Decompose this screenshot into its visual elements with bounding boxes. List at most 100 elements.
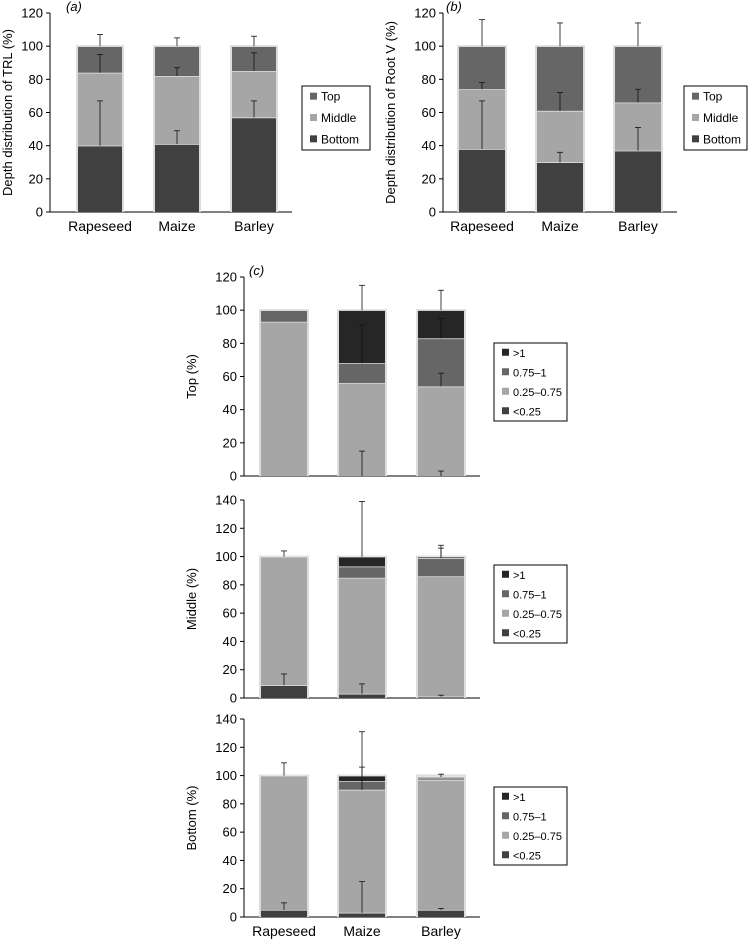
legend: >1 0.75–1 0.25–0.75 <0.25 xyxy=(493,786,568,866)
y-tick-label: 100 xyxy=(414,39,436,54)
bar-segment xyxy=(339,693,385,698)
bar-segment xyxy=(261,685,307,698)
legend-label: 0.25–0.75 xyxy=(513,387,562,399)
y-tick-label: 60 xyxy=(223,369,237,384)
y-axis-label: Depth distribution of Root V (%) xyxy=(383,21,398,204)
y-tick-label: 20 xyxy=(223,881,237,896)
y-axis-label: Depth distribution of TRL (%) xyxy=(0,29,15,196)
bar-segment xyxy=(418,386,464,476)
bar-segment xyxy=(418,576,464,697)
legend-label: 0.75–1 xyxy=(513,589,547,601)
bar-segment xyxy=(155,144,199,212)
legend-swatch xyxy=(502,831,509,839)
y-axis-label: Bottom (%) xyxy=(184,785,199,850)
y-tick-label: 0 xyxy=(230,469,237,484)
y-tick-label: 120 xyxy=(215,270,237,285)
y-tick-label: 60 xyxy=(29,105,43,120)
bar-segment xyxy=(261,909,307,917)
y-tick-label: 40 xyxy=(422,138,436,153)
legend-label: <0.25 xyxy=(513,850,541,862)
legend-label: >1 xyxy=(513,792,526,804)
x-tick-label: Maize xyxy=(343,923,381,939)
legend-label: 0.25–0.75 xyxy=(513,831,562,843)
y-tick-label: 140 xyxy=(215,712,237,727)
legend-label: 0.75–1 xyxy=(513,811,547,823)
legend-swatch xyxy=(502,387,509,395)
chart-panel-5: 0 20 40 60 80 100 120 140 Bottom (%) Rapeseed Maiz… xyxy=(184,712,568,939)
x-tick-label: Rapeseed xyxy=(68,218,132,234)
chart-panel-3: 0 20 40 60 80 100 120 Top (%) (c) >1 0.75–1 0.25–0.… xyxy=(184,263,568,484)
y-tick-label: 40 xyxy=(223,402,237,417)
legend-swatch xyxy=(310,114,317,121)
legend: Top Middle Bottom xyxy=(683,85,748,151)
bar-segment xyxy=(78,145,122,212)
legend-label: Middle xyxy=(703,111,739,125)
x-tick-label: Maize xyxy=(541,218,579,234)
legend: >1 0.75–1 0.25–0.75 <0.25 xyxy=(493,564,568,644)
legend-swatch xyxy=(502,590,509,598)
y-tick-label: 40 xyxy=(223,634,237,649)
y-tick-label: 80 xyxy=(223,577,237,592)
y-tick-label: 120 xyxy=(21,6,43,21)
y-tick-label: 120 xyxy=(414,6,436,21)
chart-panel-4: 0 20 40 60 80 100 120 140 Middle (%) >1 0.75–1 0.25… xyxy=(184,493,568,706)
bar-segment xyxy=(261,556,307,686)
bar-segment xyxy=(615,150,661,212)
legend-swatch xyxy=(502,570,509,578)
x-tick-label: Rapeseed xyxy=(450,218,514,234)
legend-swatch xyxy=(502,851,509,859)
y-tick-label: 80 xyxy=(223,796,237,811)
y-tick-label: 40 xyxy=(29,138,43,153)
y-tick-label: 120 xyxy=(215,521,237,536)
y-tick-label: 20 xyxy=(223,662,237,677)
legend-swatch xyxy=(502,348,509,356)
panel-label: (b) xyxy=(446,0,462,14)
x-tick-label: Rapeseed xyxy=(252,923,316,939)
x-tick-label: Maize xyxy=(158,218,196,234)
bar-segment xyxy=(537,162,583,212)
bar-segment xyxy=(261,775,307,910)
bar-segment xyxy=(459,148,505,212)
legend-label: <0.25 xyxy=(513,406,541,418)
bar-segment xyxy=(418,557,464,577)
y-axis-label: Top (%) xyxy=(184,354,199,399)
bar-segment xyxy=(232,117,276,212)
legend-swatch xyxy=(310,92,317,100)
y-tick-label: 100 xyxy=(215,768,237,783)
bar-segment xyxy=(339,577,385,694)
y-tick-label: 0 xyxy=(429,205,436,220)
x-tick-label: Barley xyxy=(234,218,274,234)
y-tick-label: 80 xyxy=(223,336,237,351)
bar-segment xyxy=(418,779,464,910)
y-tick-label: 100 xyxy=(215,303,237,318)
y-tick-label: 0 xyxy=(230,691,237,706)
y-tick-label: 60 xyxy=(422,105,436,120)
y-tick-label: 0 xyxy=(36,205,43,220)
legend-swatch xyxy=(502,812,509,820)
legend-swatch xyxy=(502,368,509,376)
y-tick-label: 120 xyxy=(215,740,237,755)
bar-segment xyxy=(339,363,385,384)
bar-segment xyxy=(339,566,385,578)
legend-label: 0.25–0.75 xyxy=(513,609,562,621)
y-tick-label: 140 xyxy=(215,493,237,508)
legend-label: Bottom xyxy=(703,132,741,146)
bar-segment xyxy=(339,912,385,917)
bar-segment xyxy=(418,909,464,917)
y-tick-label: 20 xyxy=(422,171,436,186)
y-axis-label: Middle (%) xyxy=(184,568,199,630)
legend-label: 0.75–1 xyxy=(513,367,547,379)
y-tick-label: 20 xyxy=(223,435,237,450)
y-tick-label: 60 xyxy=(223,606,237,621)
legend-label: >1 xyxy=(513,570,526,582)
legend-label: <0.25 xyxy=(513,628,541,640)
chart-panel-2: 0 20 40 60 80 100 120 Depth distribution of Roo… xyxy=(383,0,748,234)
bar-segment xyxy=(339,556,385,567)
legend-swatch xyxy=(502,407,509,415)
y-tick-label: 80 xyxy=(29,72,43,87)
legend: >1 0.75–1 0.25–0.75 <0.25 xyxy=(493,342,568,422)
legend: Top Middle Bottom xyxy=(301,85,371,151)
legend-label: >1 xyxy=(513,348,526,360)
legend-label: Top xyxy=(703,90,723,104)
